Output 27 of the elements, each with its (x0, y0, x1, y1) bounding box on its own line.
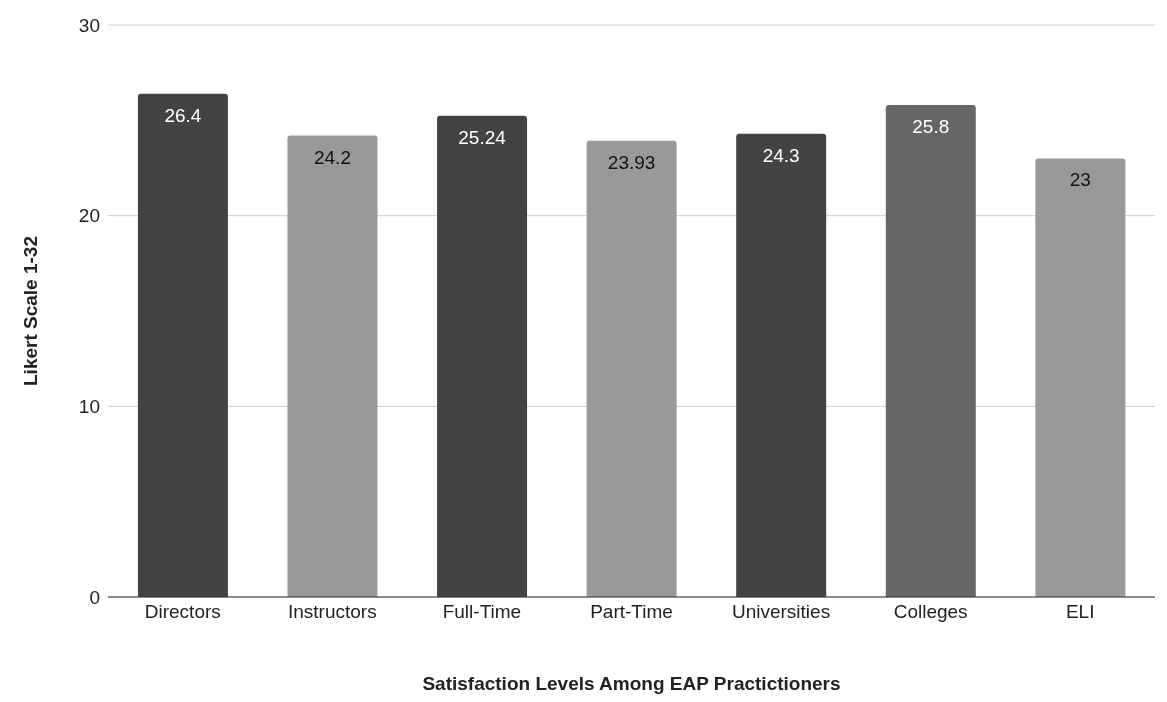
bar (137, 93, 228, 597)
x-tick-label: Universities (731, 601, 831, 623)
x-tick-label: Directors (144, 601, 221, 623)
data-label: 23 (1069, 169, 1091, 191)
y-tick-label: 30 (78, 14, 100, 36)
bar (1035, 158, 1126, 597)
x-tick-label: ELI (1065, 601, 1095, 623)
bar (736, 133, 827, 597)
x-tick-label: Colleges (893, 601, 968, 623)
data-label: 24.3 (762, 144, 800, 166)
bar (586, 140, 677, 597)
y-tick-label: 0 (89, 586, 100, 608)
bar (437, 115, 528, 597)
x-tick-label: Full-Time (442, 601, 522, 623)
y-tick-label: 20 (78, 205, 100, 227)
bar (885, 105, 976, 597)
x-axis-title: Satisfaction Levels Among EAP Practictioners (422, 673, 841, 694)
data-label: 25.8 (912, 116, 950, 138)
bar (287, 135, 378, 597)
x-tick-label: Instructors (288, 601, 377, 623)
data-label: 25.24 (458, 126, 507, 148)
y-axis-title: Likert Scale 1-32 (19, 236, 41, 386)
data-label: 23.93 (607, 151, 656, 173)
x-tick-label: Part-Time (590, 601, 673, 623)
y-tick-label: 10 (78, 396, 100, 418)
data-label: 26.4 (164, 104, 202, 126)
data-label: 24.2 (313, 146, 351, 168)
